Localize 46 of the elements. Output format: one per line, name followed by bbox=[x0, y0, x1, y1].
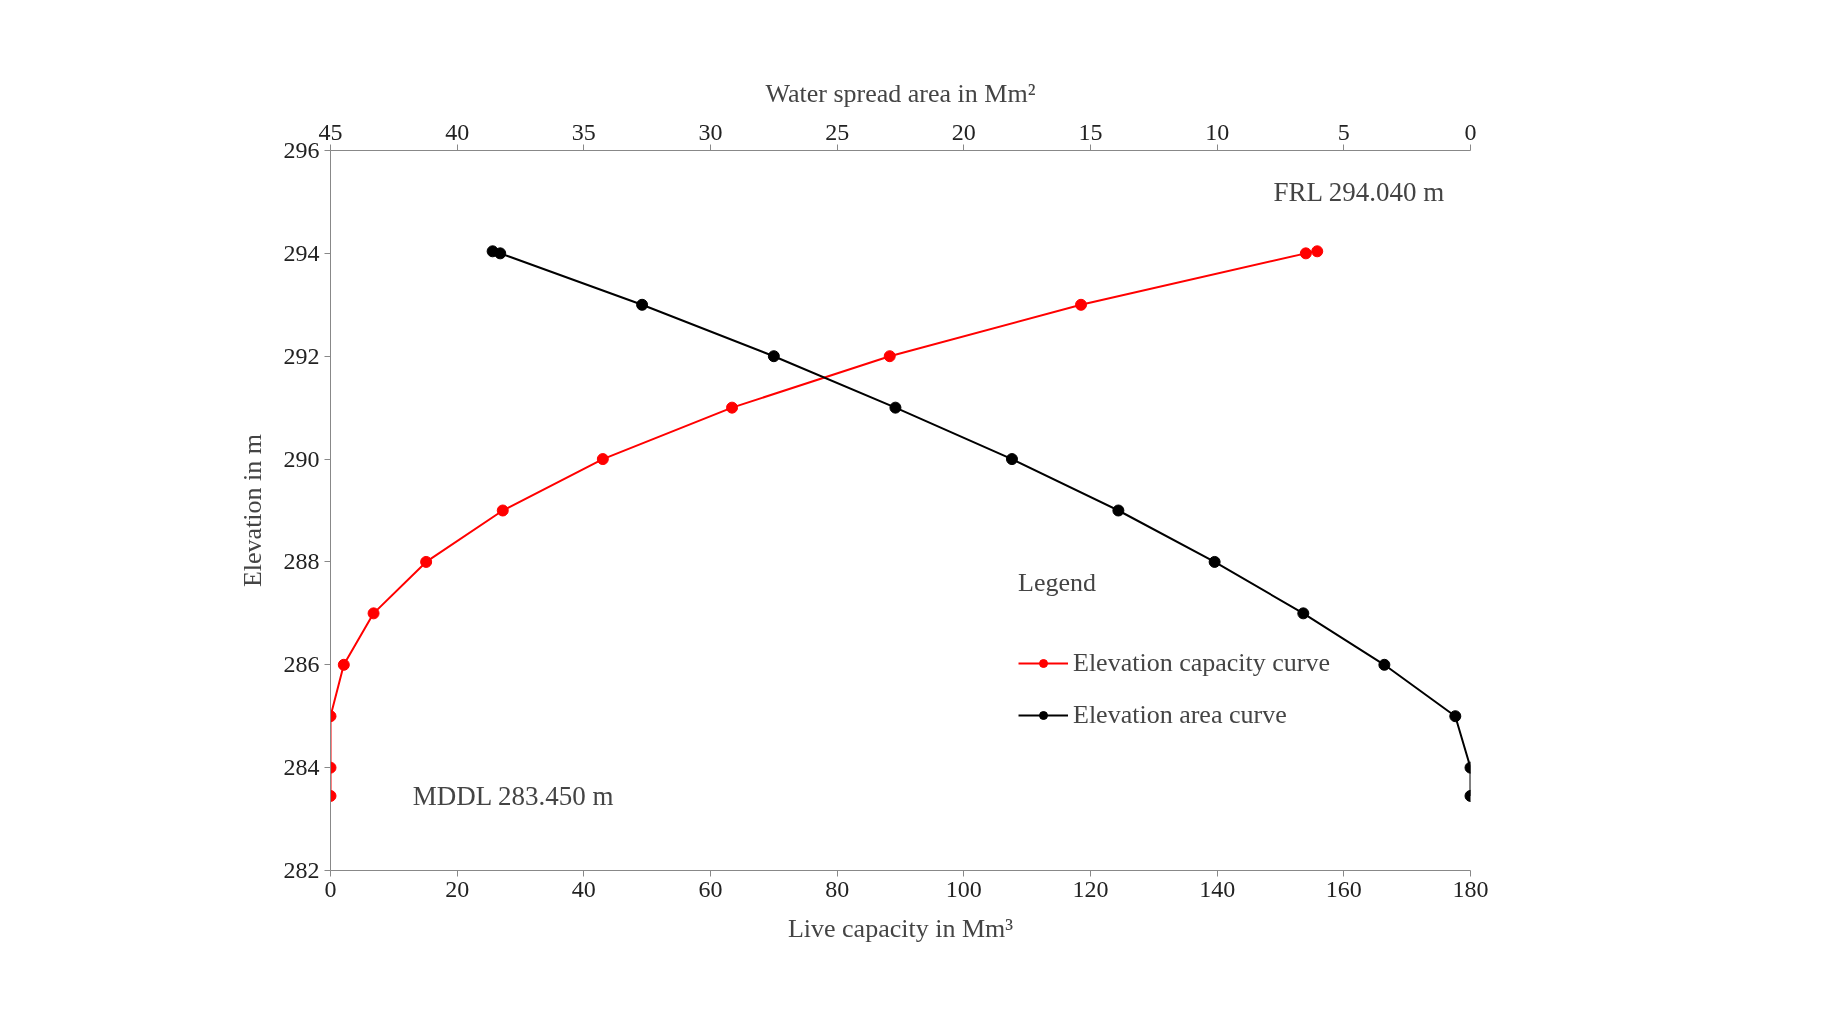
point bbox=[596, 453, 609, 466]
y-tick-label: 290 bbox=[283, 445, 320, 472]
x-tick-label: 140 bbox=[1199, 875, 1236, 902]
x2-tick-label: 15 bbox=[1078, 118, 1103, 145]
y-tick-label: 292 bbox=[283, 342, 320, 369]
point bbox=[1075, 298, 1087, 311]
x2-axis-title: Water spread area in Mm² bbox=[765, 78, 1036, 108]
legend-label: Elevation capacity curve bbox=[1073, 648, 1330, 678]
x2-tick-label: 45 bbox=[318, 118, 343, 145]
x-tick-label: 80 bbox=[825, 875, 850, 902]
x2-tick-label: 20 bbox=[951, 118, 976, 145]
annotation: MDDL 283.450 m bbox=[412, 780, 614, 811]
x-tick-label: 180 bbox=[1452, 875, 1489, 902]
x-tick-label: 120 bbox=[1072, 875, 1109, 902]
y-tick-label: 284 bbox=[283, 754, 320, 781]
x-tick-label: 20 bbox=[445, 875, 470, 902]
y-tick-label: 294 bbox=[283, 239, 320, 266]
point bbox=[420, 555, 433, 568]
y-tick-label: 286 bbox=[283, 651, 320, 678]
point bbox=[883, 350, 896, 363]
point bbox=[1311, 245, 1324, 258]
x-axis-title: Live capacity in Mm³ bbox=[787, 913, 1014, 943]
y-axis-title: Elevation in m bbox=[237, 433, 267, 588]
x-tick-label: 160 bbox=[1325, 875, 1362, 902]
x-tick-label: 60 bbox=[698, 875, 723, 902]
legend-label: Elevation area curve bbox=[1073, 700, 1287, 730]
y-tick-label: 296 bbox=[283, 137, 320, 163]
x-tick-label: 100 bbox=[945, 875, 982, 902]
legend-title: Legend bbox=[1018, 568, 1097, 598]
x2-tick-label: 10 bbox=[1205, 118, 1230, 145]
x2-tick-label: 35 bbox=[571, 118, 596, 145]
y-tick-label: 282 bbox=[283, 857, 320, 883]
x-tick-label: 0 bbox=[324, 875, 337, 902]
annotation: FRL 294.040 m bbox=[1273, 176, 1445, 207]
x2-tick-label: 0 bbox=[1464, 118, 1477, 145]
point bbox=[496, 504, 509, 517]
point bbox=[1299, 247, 1312, 260]
point bbox=[726, 401, 739, 414]
x-tick-label: 40 bbox=[571, 875, 596, 902]
x2-tick-label: 25 bbox=[825, 118, 850, 145]
x2-tick-label: 5 bbox=[1337, 118, 1350, 145]
y-tick-label: 288 bbox=[283, 548, 320, 575]
point bbox=[337, 658, 350, 671]
x2-tick-label: 40 bbox=[445, 118, 470, 145]
point bbox=[367, 607, 380, 620]
x2-tick-label: 30 bbox=[698, 118, 723, 145]
